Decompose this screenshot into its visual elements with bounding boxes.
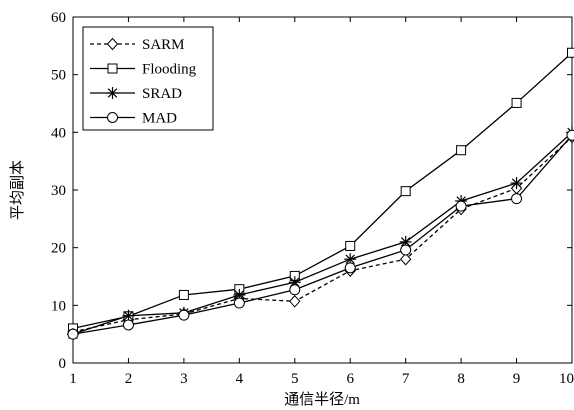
series-line-mad: [72, 134, 573, 335]
legend-item-mad: MAD: [90, 111, 177, 127]
x-tick-label: 2: [125, 371, 133, 387]
y-tick-label: 0: [59, 356, 67, 372]
series-line-sarm: [72, 136, 573, 333]
data-point-flooding-8: [456, 145, 467, 156]
legend-item-sarm: SARM: [90, 37, 185, 53]
legend-marker-asterisk: [106, 87, 119, 99]
data-point-flooding-7: [400, 186, 411, 197]
x-tick-label: 4: [236, 371, 244, 387]
series-line-flooding: [72, 52, 573, 330]
legend-item-srad: SRAD: [90, 86, 182, 102]
asterisk-stroke: [511, 178, 522, 188]
data-point-srad-9: [510, 177, 523, 190]
data-point-mad-5: [289, 284, 301, 296]
data-point-mad-9: [511, 193, 523, 205]
x-tick-label: 6: [346, 371, 354, 387]
x-tick-label: 8: [457, 371, 465, 387]
asterisk-stroke: [345, 254, 355, 264]
legend-label: Flooding: [142, 62, 197, 78]
data-point-mad-4: [233, 297, 245, 309]
x-tick-label: 10: [559, 371, 574, 387]
data-point-srad-7: [399, 235, 412, 248]
asterisk-stroke: [123, 310, 134, 321]
y-axis-title: 平均副本: [9, 160, 26, 220]
plot-area: 1 2 3 4 5 6 7 8 9 10 0 10 20 30 40 50 60: [51, 10, 574, 387]
data-point-mad-2: [122, 319, 134, 331]
data-point-srad-2: [122, 309, 135, 322]
series-line-srad: [72, 131, 573, 335]
data-point-sarm-7: [399, 252, 412, 266]
data-point-mad-1: [67, 328, 79, 340]
legend-marker-square: [107, 63, 118, 74]
legend-label: SARM: [142, 37, 185, 53]
y-tick-label: 10: [51, 298, 66, 314]
data-point-sarm-5: [289, 295, 301, 308]
legend: SARM Flooding SRAD MAD: [82, 26, 214, 131]
asterisk-stroke: [400, 237, 411, 247]
legend-label: MAD: [142, 111, 177, 127]
legend-label: SRAD: [142, 86, 182, 102]
data-point-mad-8: [455, 200, 467, 212]
x-tick-label: 1: [69, 371, 77, 387]
data-point-flooding-9: [511, 97, 522, 108]
legend-item-flooding: Flooding: [90, 62, 197, 78]
data-point-flooding-10: [567, 47, 574, 58]
data-point-flooding-3: [178, 289, 189, 300]
y-tick-label: 20: [51, 241, 66, 257]
x-tick-label: 9: [513, 371, 521, 387]
legend-marker-diamond: [106, 37, 119, 51]
y-tick-label: 40: [51, 125, 66, 141]
data-point-flooding-6: [345, 240, 356, 251]
asterisk-stroke: [107, 88, 118, 98]
y-tick-label: 60: [51, 10, 66, 26]
x-tick-label: 5: [291, 371, 299, 387]
data-point-mad-10: [566, 129, 574, 141]
y-tick-label: 50: [51, 68, 66, 84]
data-point-mad-6: [344, 262, 356, 274]
x-tick-label: 7: [402, 371, 410, 387]
legend-marker-circle: [107, 112, 118, 123]
x-tick-label: 3: [180, 371, 188, 387]
x-axis-title: 通信半径/m: [284, 391, 360, 408]
data-point-mad-7: [400, 244, 412, 256]
y-tick-label: 30: [51, 183, 66, 199]
asterisk-stroke: [234, 290, 245, 300]
data-point-mad-3: [178, 309, 190, 321]
